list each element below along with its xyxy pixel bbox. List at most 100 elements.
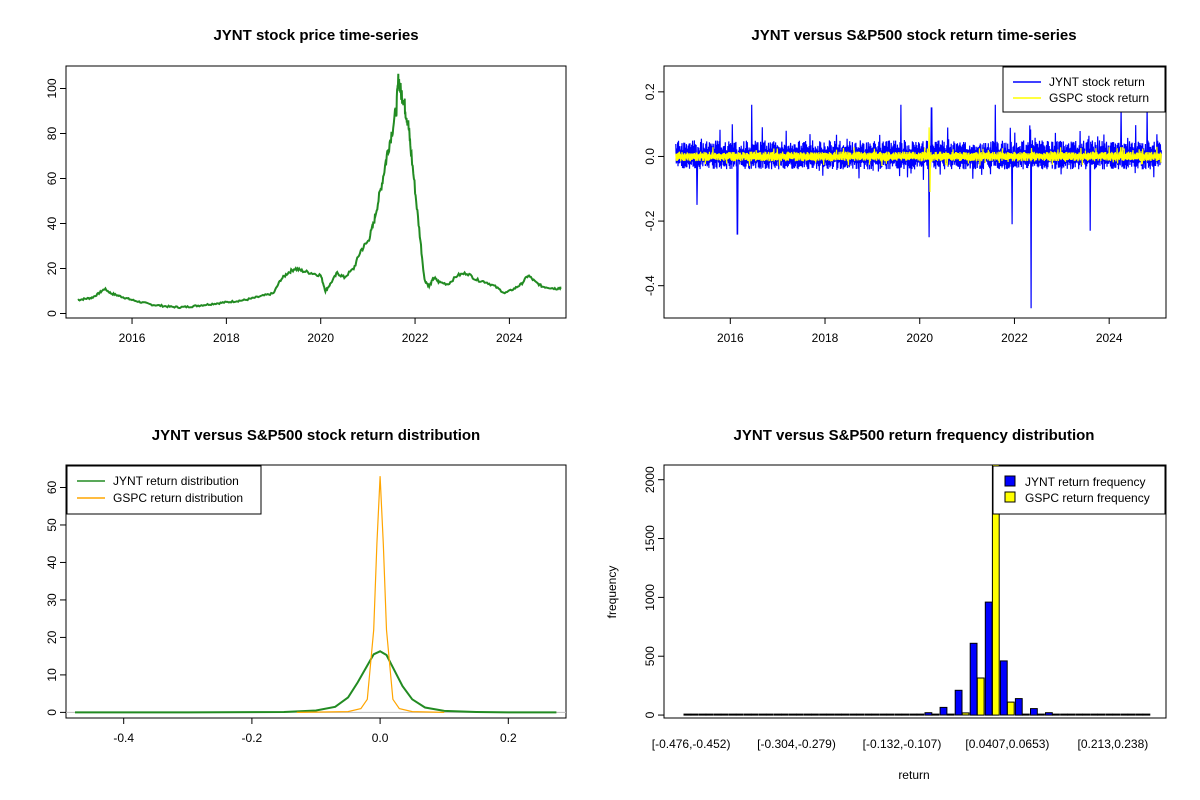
jynt-frequency-bar <box>789 713 797 716</box>
chart-title-return-series: JYNT versus S&P500 stock return time-ser… <box>751 27 1076 44</box>
jynt-frequency-bar <box>758 713 767 716</box>
x-tick-label: 0.0 <box>372 731 389 745</box>
gspc-frequency-bar <box>1142 713 1151 716</box>
jynt-frequency-bar <box>894 713 903 716</box>
gspc-frequency-bar <box>1037 713 1045 716</box>
jynt-density-line <box>75 650 557 714</box>
jynt-frequency-bar <box>834 713 842 716</box>
legend-label-gspc-return: GSPC stock return <box>1049 91 1149 105</box>
return-series-chart: 2016 2018 2020 2022 2024 -0.4 -0.2 0.0 0.2 <box>643 83 1162 345</box>
gspc-frequency-bar <box>1006 701 1015 716</box>
legend-label-gspc-frequency: GSPC return frequency <box>1025 491 1150 505</box>
gspc-frequency-bar <box>1097 713 1106 716</box>
gspc-frequency-bar <box>796 713 804 716</box>
jynt-frequency-bar <box>698 713 707 716</box>
plot-frame-return-distribution <box>65 464 567 719</box>
price-chart: 2016 2018 2020 2022 2024 0 20 40 60 80 100 <box>45 73 562 345</box>
gspc-frequency-bar <box>750 713 759 716</box>
jynt-frequency-bar <box>1075 713 1083 716</box>
jynt-frequency-bar <box>924 712 933 716</box>
gspc-frequency-bar <box>1112 713 1121 716</box>
chart-title-return-distribution: JYNT versus S&P500 stock return distribu… <box>152 427 480 444</box>
gspc-frequency-bar <box>1022 713 1030 716</box>
legend-label-jynt-return: JYNT stock return <box>1049 75 1145 89</box>
gspc-frequency-bar <box>871 713 880 716</box>
legend-swatch-gspc-frequency <box>1004 491 1016 503</box>
legend-return-series: JYNT stock return GSPC stock return <box>1002 66 1166 113</box>
jynt-frequency-bar <box>1030 708 1038 716</box>
y-tick-label: 1000 <box>643 584 657 611</box>
gspc-frequency-bar <box>705 713 714 716</box>
x-tick-label: [0.0407,0.0653) <box>965 737 1049 751</box>
gspc-frequency-bar <box>886 713 895 716</box>
jynt-frequency-bar <box>683 713 692 716</box>
gspc-density-line <box>296 476 445 713</box>
x-tick-label: 2016 <box>119 331 146 345</box>
y-tick-label: 0 <box>45 709 59 716</box>
x-tick-label: [-0.132,-0.107) <box>863 737 942 751</box>
gspc-frequency-bar <box>991 465 1000 716</box>
x-tick-label: 2022 <box>1001 331 1028 345</box>
y-axis-label-frequency: frequency <box>605 566 619 619</box>
gspc-frequency-bar <box>1127 713 1136 716</box>
y-tick-label: 60 <box>45 172 59 186</box>
x-tick-label: -0.2 <box>242 731 263 745</box>
jynt-frequency-bar <box>1090 713 1098 716</box>
y-tick-label: 40 <box>45 555 59 569</box>
gspc-frequency-bar <box>856 713 865 716</box>
jynt-frequency-bar <box>1060 713 1068 716</box>
x-tick-label: 2016 <box>717 331 744 345</box>
jynt-frequency-bar <box>909 713 918 716</box>
legend-swatch-jynt-frequency <box>1004 475 1016 487</box>
gspc-frequency-bar <box>720 713 729 716</box>
gspc-frequency-bar <box>690 713 699 716</box>
y-tick-label: 0 <box>45 310 59 317</box>
x-tick-label: [-0.476,-0.452) <box>652 737 731 751</box>
jynt-frequency-bar <box>984 601 993 716</box>
y-tick-label: 500 <box>643 646 657 666</box>
jynt-frequency-bar <box>819 713 827 716</box>
gspc-frequency-bar <box>901 713 910 716</box>
jynt-frequency-bar <box>804 713 812 716</box>
frequency-chart: 0 500 1000 1500 2000 [-0.476,-0.452) [-0.304,-… <box>643 465 1151 751</box>
jynt-frequency-bar <box>773 713 782 716</box>
y-tick-label: 1500 <box>643 525 657 552</box>
y-tick-label: 20 <box>45 630 59 644</box>
y-tick-label: 40 <box>45 217 59 231</box>
x-tick-label: 2024 <box>496 331 523 345</box>
gspc-return-line <box>675 127 1162 193</box>
chart-title-price: JYNT stock price time-series <box>213 27 418 44</box>
gspc-frequency-bar <box>976 677 985 716</box>
y-tick-label: 0.2 <box>643 83 657 100</box>
jynt-frequency-bar <box>969 642 978 716</box>
gspc-frequency-bar <box>781 713 789 716</box>
x-tick-label: 2018 <box>213 331 240 345</box>
y-tick-label: 20 <box>45 262 59 276</box>
chart-title-frequency: JYNT versus S&P500 return frequency dist… <box>734 427 1095 444</box>
jynt-frequency-bar <box>864 713 873 716</box>
jynt-frequency-bar <box>1135 713 1144 716</box>
plot-frame-price <box>65 65 567 319</box>
x-tick-label: 2018 <box>812 331 839 345</box>
x-tick-label: -0.4 <box>113 731 134 745</box>
y-tick-label: 0.0 <box>643 148 657 165</box>
legend-box <box>66 465 262 515</box>
legend-box <box>1002 66 1166 113</box>
bar-group <box>683 465 1151 716</box>
y-tick-label: -0.4 <box>643 275 657 296</box>
gspc-frequency-bar <box>826 713 835 716</box>
jynt-frequency-bar <box>1105 713 1114 716</box>
legend-label-jynt-frequency: JYNT return frequency <box>1025 475 1146 489</box>
legend-box <box>992 465 1166 515</box>
x-tick-label: 2022 <box>402 331 429 345</box>
jynt-frequency-bar <box>1120 713 1129 716</box>
plot-frame-frequency <box>663 464 1167 719</box>
y-tick-label: 30 <box>45 593 59 607</box>
y-tick-label: 2000 <box>643 466 657 493</box>
jynt-frequency-bar <box>939 706 948 716</box>
gspc-frequency-bar <box>1067 713 1075 716</box>
price-series-line <box>77 73 562 310</box>
y-tick-label: 60 <box>45 480 59 494</box>
gspc-frequency-bar <box>811 713 819 716</box>
